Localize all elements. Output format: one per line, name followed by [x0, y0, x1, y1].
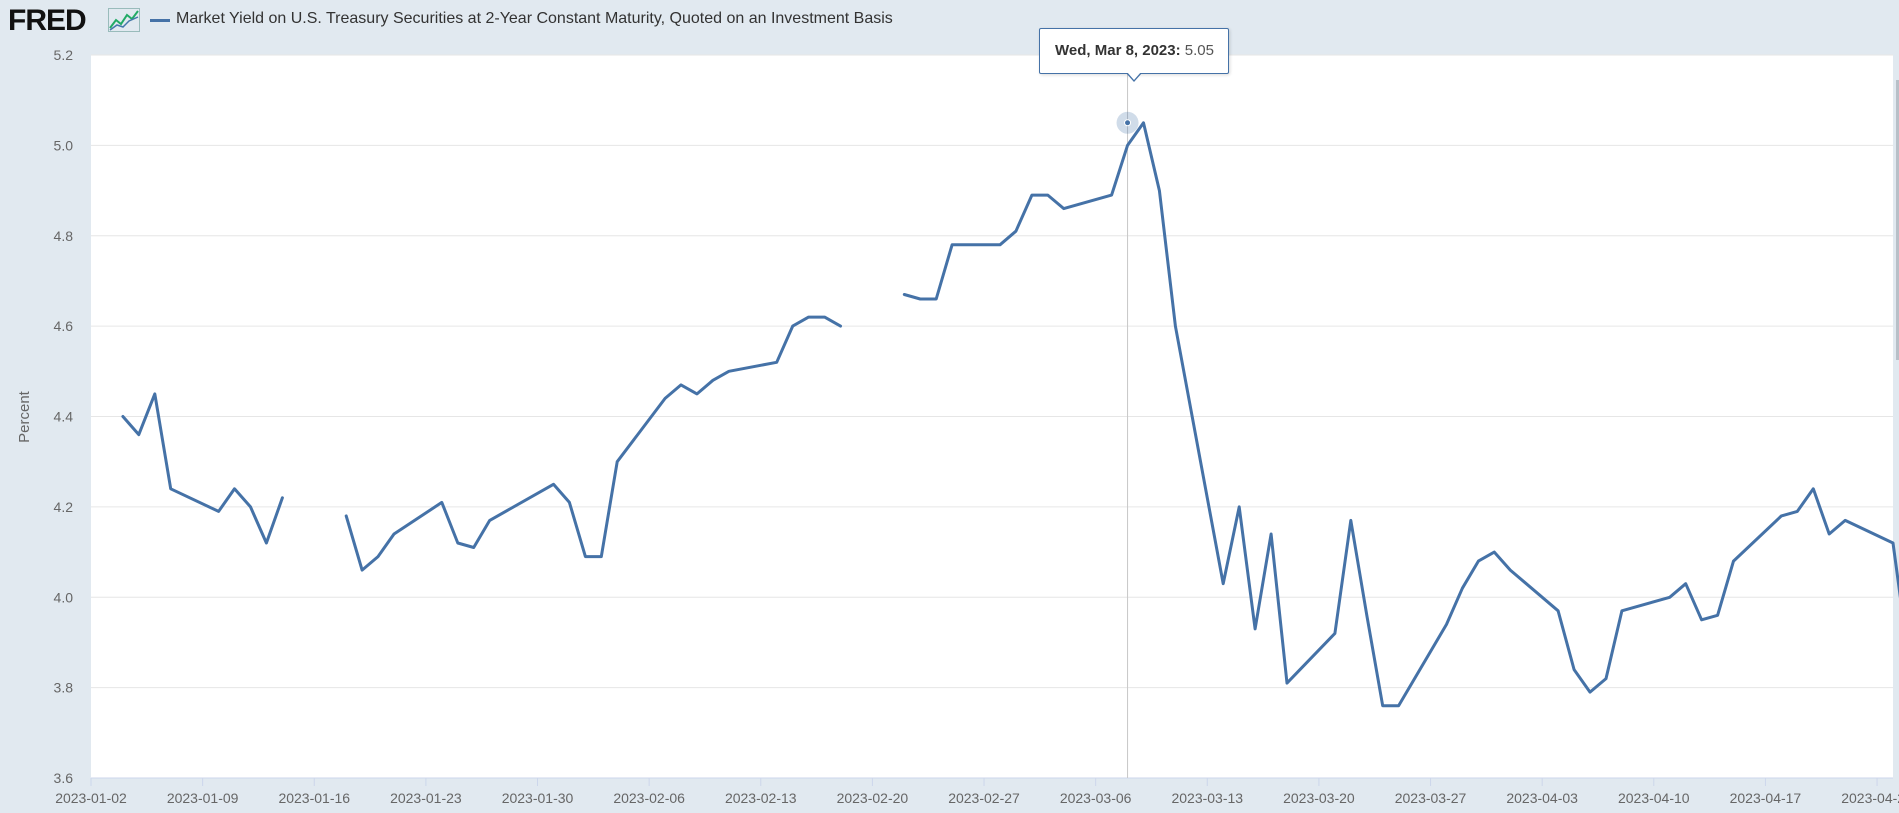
- scrollbar[interactable]: [1896, 80, 1899, 360]
- y-tick-label: 5.2: [54, 47, 74, 63]
- x-tick-label: 2023-01-16: [278, 790, 350, 806]
- x-tick-label: 2023-01-09: [167, 790, 239, 806]
- x-tick-label: 2023-02-13: [725, 790, 797, 806]
- x-tick-label: 2023-03-06: [1060, 790, 1132, 806]
- x-tick-label: 2023-04-24: [1841, 790, 1899, 806]
- x-tick-label: 2023-04-17: [1730, 790, 1802, 806]
- y-tick-label: 4.8: [54, 228, 74, 244]
- x-tick-label: 2023-02-20: [837, 790, 909, 806]
- chart-header: FRED Market Yield on U.S. Treasury Secur…: [0, 0, 1899, 40]
- x-tick-label: 2023-03-27: [1395, 790, 1467, 806]
- x-tick-label: 2023-04-10: [1618, 790, 1690, 806]
- tooltip-date: Wed, Mar 8, 2023:: [1055, 42, 1181, 59]
- y-tick-label: 4.2: [54, 499, 74, 515]
- y-tick-label: 5.0: [54, 137, 74, 153]
- series-line-segment: [902, 121, 1899, 708]
- chart-line-icon: [108, 8, 140, 37]
- y-axis-title: Percent: [16, 390, 33, 443]
- tooltip-value: 5.05: [1184, 42, 1214, 59]
- x-tick-label: 2023-01-30: [502, 790, 574, 806]
- y-tick-label: 4.0: [54, 589, 74, 605]
- series-line-segment: [344, 315, 842, 572]
- legend-label[interactable]: Market Yield on U.S. Treasury Securities…: [176, 10, 893, 27]
- y-tick-label: 3.6: [54, 770, 74, 786]
- highlight-point: [1124, 119, 1132, 127]
- x-tick-label: 2023-01-02: [55, 790, 127, 806]
- x-tick-label: 2023-04-03: [1506, 790, 1578, 806]
- legend-swatch[interactable]: [150, 19, 170, 22]
- fred-logo[interactable]: FRED: [8, 4, 87, 37]
- x-tick-label: 2023-01-23: [390, 790, 462, 806]
- y-tick-label: 4.4: [54, 409, 74, 425]
- tooltip-arrow-inner: [1127, 72, 1141, 80]
- data-tooltip: Wed, Mar 8, 2023: 5.05: [1039, 28, 1229, 74]
- y-tick-label: 3.8: [54, 680, 74, 696]
- x-tick-label: 2023-03-13: [1171, 790, 1243, 806]
- series-line-segment: [121, 392, 284, 545]
- x-tick-label: 2023-03-20: [1283, 790, 1355, 806]
- x-tick-label: 2023-02-27: [948, 790, 1020, 806]
- y-tick-label: 4.6: [54, 318, 74, 334]
- x-tick-label: 2023-02-06: [613, 790, 685, 806]
